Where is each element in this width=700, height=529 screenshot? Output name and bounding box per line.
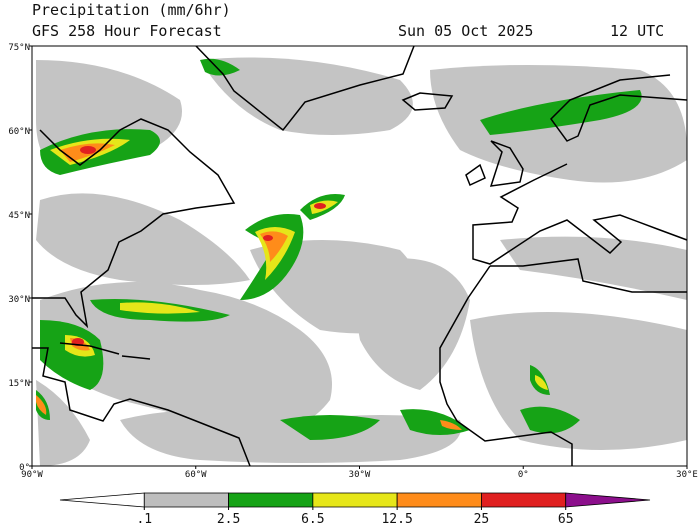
lon-label: 60°W — [185, 470, 207, 480]
lon-label: 90°W — [21, 470, 43, 480]
colorbar-label: 2.5 — [217, 512, 240, 525]
lon-label: 30°W — [349, 470, 371, 480]
colorbar-segment — [143, 492, 229, 508]
colorbar-label: 65 — [558, 512, 574, 525]
lat-label: 15°N — [8, 379, 30, 389]
lat-label: 60°N — [8, 127, 30, 137]
colorbar-label: 6.5 — [301, 512, 324, 525]
precip-layer — [32, 46, 688, 466]
colorbar-label: .1 — [136, 512, 152, 525]
forecast-time: 12 UTC — [610, 22, 664, 40]
lon-label: 30°E — [676, 470, 698, 480]
colorbar-segment — [228, 492, 314, 508]
colorbar-segment — [565, 492, 651, 508]
map-subtitle: GFS 258 Hour Forecast — [32, 22, 222, 40]
colorbar-segment — [59, 492, 145, 508]
lon-label: 0° — [518, 470, 529, 480]
lat-label: 30°N — [8, 295, 30, 305]
coastlines — [32, 45, 688, 467]
colorbar-segment — [481, 492, 567, 508]
colorbar-segment — [312, 492, 398, 508]
colorbar-segment — [396, 492, 482, 508]
forecast-date: Sun 05 Oct 2025 — [398, 22, 533, 40]
lat-label: 75°N — [8, 43, 30, 53]
colorbar-label: 12.5 — [381, 512, 412, 525]
map-title: Precipitation (mm/6hr) — [32, 1, 231, 19]
lat-label: 45°N — [8, 211, 30, 221]
lat-label: 0° — [19, 463, 30, 473]
colorbar: .1 2.5 6.5 12.5 25 65 — [59, 492, 651, 527]
colorbar-label: 25 — [474, 512, 490, 525]
